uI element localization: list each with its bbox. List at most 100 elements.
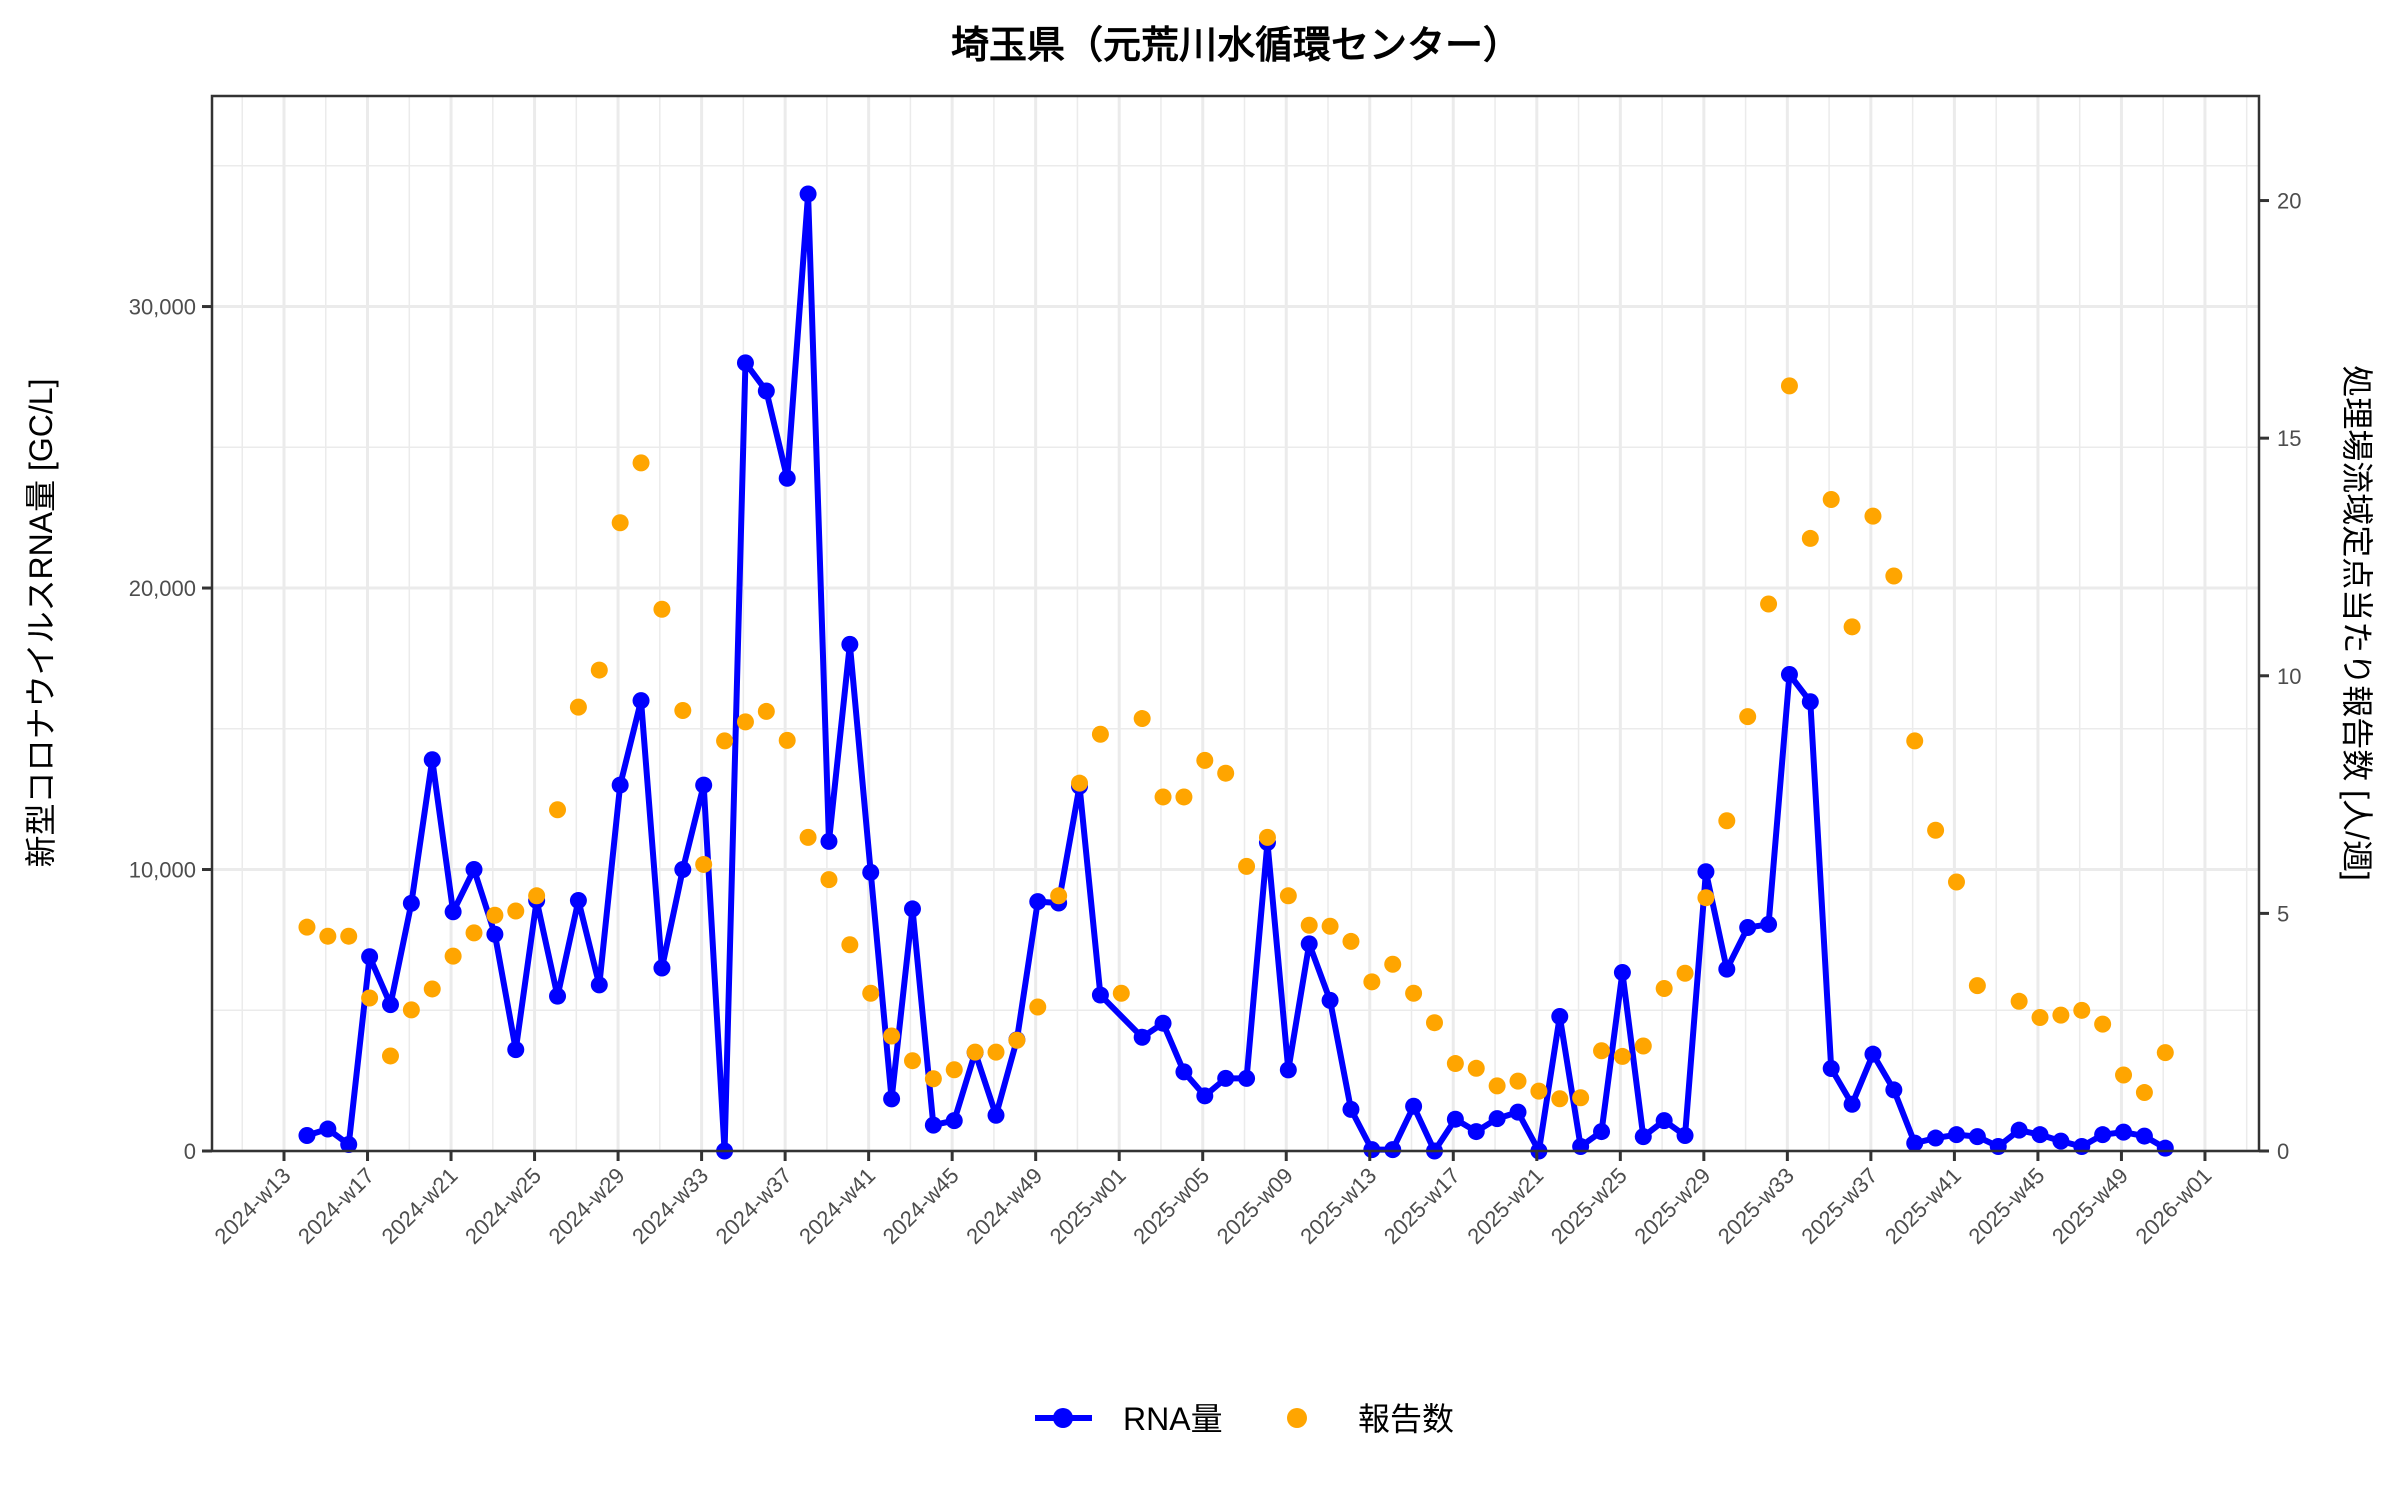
- y2-tick-label: 20: [2277, 189, 2301, 214]
- rna-data-point: [1822, 1060, 1840, 1078]
- reports-data-point: [298, 918, 316, 936]
- reports-data-point: [1676, 964, 1694, 982]
- reports-data-point: [799, 828, 817, 846]
- rna-data-point: [2115, 1123, 2133, 1141]
- rna-data-point: [862, 863, 880, 881]
- reports-data-point: [1008, 1031, 1026, 1049]
- reports-data-point: [1864, 507, 1882, 525]
- reports-data-point: [1029, 998, 1047, 1016]
- reports-data-point: [653, 600, 671, 618]
- rna-data-point: [2052, 1132, 2070, 1150]
- rna-data-point: [1446, 1110, 1464, 1128]
- series-layer: [298, 185, 2174, 1160]
- rna-data-point: [319, 1120, 337, 1138]
- reports-data-point: [1801, 529, 1819, 547]
- rna-data-point: [1927, 1129, 1945, 1147]
- rna-data-point: [2135, 1127, 2153, 1145]
- reports-data-point: [2052, 1006, 2070, 1024]
- reports-data-point: [444, 947, 462, 965]
- reports-data-point: [528, 887, 546, 905]
- legend-item-rna[interactable]: RNA量: [1035, 1401, 1223, 1437]
- y2-tick-label: 0: [2277, 1139, 2289, 1164]
- legend-item-reports[interactable]: 報告数: [1287, 1401, 1454, 1437]
- rna-data-point: [2156, 1139, 2174, 1157]
- rna-data-point: [757, 382, 775, 400]
- reports-data-point: [1071, 774, 1089, 792]
- rna-data-point: [1634, 1128, 1652, 1146]
- reports-data-point: [611, 514, 629, 532]
- reports-data-point: [736, 713, 754, 731]
- rna-data-point: [674, 861, 692, 879]
- rna-data-point: [1551, 1007, 1569, 1025]
- rna-data-point: [1217, 1069, 1235, 1087]
- legend-marker-rna: [1053, 1408, 1073, 1428]
- reports-data-point: [2031, 1008, 2049, 1026]
- reports-data-point: [2156, 1044, 2174, 1062]
- reports-data-point: [1927, 821, 1945, 839]
- rna-data-point: [465, 861, 483, 879]
- rna-data-point: [1947, 1126, 1965, 1144]
- reports-data-point: [778, 731, 796, 749]
- reports-data-point: [1634, 1037, 1652, 1055]
- reports-data-point: [1885, 567, 1903, 585]
- reports-data-point: [507, 902, 525, 920]
- reports-data-point: [1947, 873, 1965, 891]
- reports-data-point: [1175, 788, 1193, 806]
- reports-data-point: [1363, 973, 1381, 991]
- y2-tick-label: 5: [2277, 901, 2289, 926]
- reports-data-point: [1300, 916, 1318, 934]
- reports-data-point: [2135, 1084, 2153, 1102]
- reports-data-point: [361, 989, 379, 1007]
- y-axis-title: 新型コロナウイルスRNA量 [GC/L]: [23, 379, 59, 868]
- reports-data-point: [820, 871, 838, 889]
- rna-data-point: [2094, 1126, 2112, 1144]
- reports-data-point: [695, 855, 713, 873]
- reports-data-point: [1091, 725, 1109, 743]
- reports-data-point: [1196, 751, 1214, 769]
- reports-data-point: [2094, 1015, 2112, 1033]
- rna-data-point: [1363, 1141, 1381, 1159]
- reports-data-point: [632, 454, 650, 472]
- rna-data-point: [820, 832, 838, 850]
- rna-data-point: [1321, 991, 1339, 1009]
- legend-marker-reports: [1287, 1408, 1307, 1428]
- rna-data-point: [423, 751, 441, 769]
- rna-data-point: [1488, 1110, 1506, 1128]
- rna-data-point: [841, 635, 859, 653]
- reports-data-point: [757, 702, 775, 720]
- reports-data-point: [340, 927, 358, 945]
- rna-data-point: [778, 469, 796, 487]
- reports-data-point: [1760, 595, 1778, 613]
- rna-data-point: [1989, 1137, 2007, 1155]
- reports-data-point: [1906, 732, 1924, 750]
- rna-data-point: [1279, 1061, 1297, 1079]
- reports-data-point: [402, 1001, 420, 1019]
- rna-data-point: [1697, 863, 1715, 881]
- reports-data-point: [987, 1043, 1005, 1061]
- rna-data-point: [1133, 1028, 1151, 1046]
- reports-data-point: [716, 732, 734, 750]
- reports-data-point: [1133, 710, 1151, 728]
- reports-data-point: [1112, 984, 1130, 1002]
- y2-tick-label: 15: [2277, 426, 2301, 451]
- rna-data-point: [444, 903, 462, 921]
- y-tick-label: 0: [184, 1139, 196, 1164]
- reports-data-point: [945, 1061, 963, 1079]
- reports-data-point: [549, 801, 567, 819]
- reports-data-point: [2010, 992, 2028, 1010]
- rna-data-point: [569, 891, 587, 909]
- rna-data-point: [987, 1106, 1005, 1124]
- y2-tick-label: 10: [2277, 664, 2301, 689]
- rna-data-point: [736, 354, 754, 372]
- rna-data-point: [507, 1041, 525, 1059]
- rna-data-point: [1655, 1112, 1673, 1130]
- reports-data-point: [1655, 979, 1673, 997]
- rna-data-point: [1405, 1097, 1423, 1115]
- rna-data-point: [549, 987, 567, 1005]
- rna-data-point: [883, 1090, 901, 1108]
- rna-data-point: [1154, 1014, 1172, 1032]
- reports-data-point: [903, 1052, 921, 1070]
- rna-data-point: [381, 996, 399, 1014]
